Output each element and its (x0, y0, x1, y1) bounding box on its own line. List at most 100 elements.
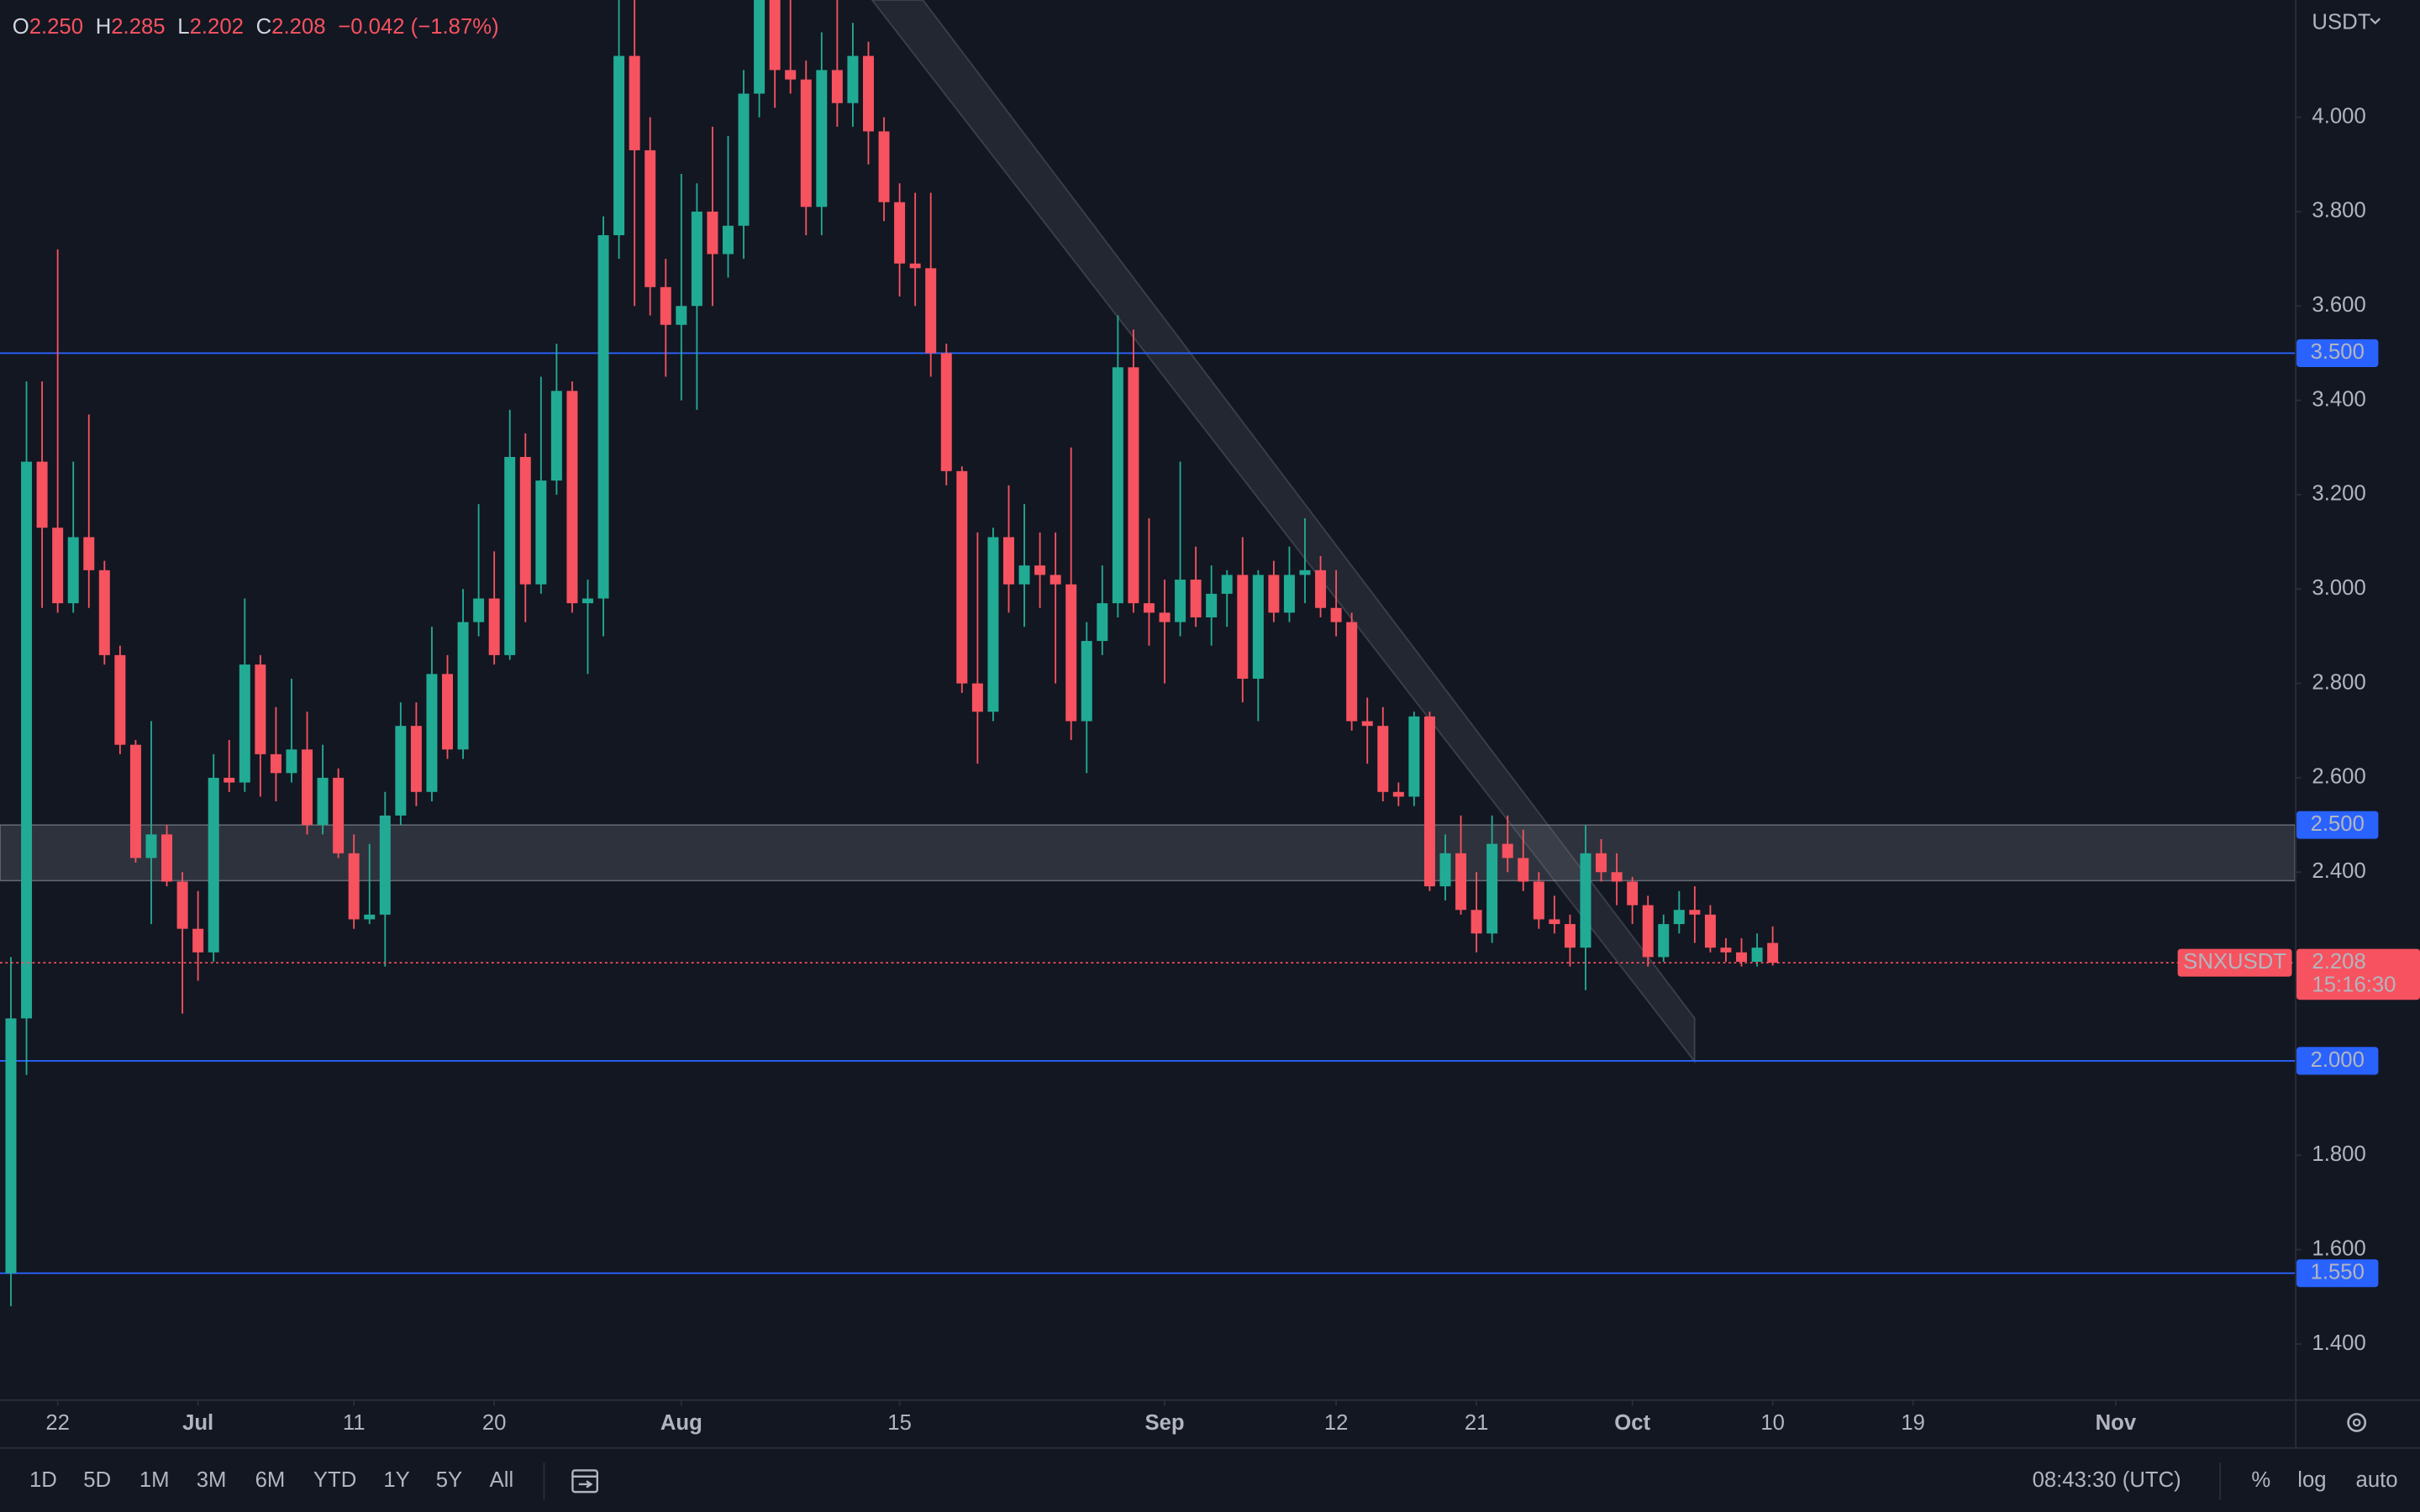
level-price-box (2296, 1047, 2379, 1075)
candle-body (1002, 537, 1014, 585)
candle-body (1486, 843, 1498, 934)
candle-body (676, 306, 687, 325)
last-price-label: 2.208 (2312, 950, 2365, 974)
level-price-label: 1.550 (2311, 1261, 2365, 1284)
y-tick-label: 3.400 (2312, 387, 2365, 411)
candle-body (98, 570, 110, 655)
settings-icon[interactable] (2347, 1413, 2367, 1432)
interval-button[interactable]: 6M (255, 1468, 286, 1492)
interval-button[interactable]: 5Y (436, 1468, 462, 1492)
legend-key: H (96, 15, 112, 39)
candle-body (224, 777, 235, 783)
x-tick-label: 11 (343, 1411, 366, 1435)
candle-body (348, 853, 360, 920)
y-tick-label: 1.400 (2312, 1331, 2365, 1355)
candle-body (550, 391, 562, 481)
x-tick-label: Jul (182, 1411, 213, 1435)
currency-label[interactable]: USDT (2312, 10, 2370, 34)
candle-body (1237, 575, 1249, 679)
interval-button[interactable]: 5D (83, 1468, 111, 1492)
candle-body (442, 674, 454, 750)
candle-body (302, 749, 313, 826)
legend-key: L (177, 15, 189, 39)
candle-body (5, 1018, 17, 1273)
legend-change: −0.042 (−1.87%) (338, 15, 498, 39)
candle-body (1564, 924, 1576, 948)
candle-body (176, 881, 188, 929)
candle-body (597, 235, 609, 599)
y-tick-label: 4.000 (2312, 104, 2365, 128)
candle-body (145, 834, 157, 858)
candle-body (364, 914, 376, 920)
interval-button[interactable]: 1D (29, 1468, 57, 1492)
candle-body (379, 815, 391, 915)
candle-body (426, 674, 438, 792)
candle-body (1470, 910, 1482, 934)
candle-body (1673, 910, 1685, 925)
ohlc-legend: O2.250 H2.285 L2.202 C2.208 −0.042 (−1.87%) (13, 15, 499, 39)
candle-body (1533, 881, 1544, 920)
candle-body (333, 777, 345, 853)
candle-body (1128, 367, 1139, 604)
candle-body (1596, 853, 1607, 873)
scale-option[interactable]: auto (2356, 1468, 2398, 1492)
candle-body (1081, 641, 1092, 722)
y-tick-label: 3.600 (2312, 293, 2365, 317)
currency-chevron[interactable] (2370, 18, 2381, 25)
candle-body (660, 286, 671, 325)
candle-body (1736, 952, 1748, 963)
y-tick-label: 2.400 (2312, 859, 2365, 883)
candle-body (1346, 622, 1358, 722)
candle-body (21, 461, 33, 1019)
candle-body (1190, 580, 1202, 617)
last-price-box (2296, 948, 2420, 1000)
candle-body (785, 70, 797, 80)
level-price-box (2296, 339, 2379, 367)
candle-body (629, 55, 640, 150)
candle-body (738, 93, 750, 226)
interval-button[interactable]: 3M (197, 1468, 227, 1492)
legend-value: 2.250 (29, 15, 83, 39)
legend-key: C (256, 15, 272, 39)
candle-body (1408, 716, 1420, 797)
candle-body (1050, 575, 1061, 585)
candle-body (1143, 603, 1155, 613)
symbol-label: SNXUSDT (2183, 950, 2286, 974)
y-tick-label: 3.200 (2312, 482, 2365, 506)
interval-button[interactable]: 1M (139, 1468, 170, 1492)
scale-option[interactable]: log (2297, 1468, 2326, 1492)
legend-key: O (13, 15, 29, 39)
interval-button[interactable]: YTD (313, 1468, 356, 1492)
candle-body (847, 55, 859, 103)
interval-button[interactable]: 1Y (383, 1468, 409, 1492)
scale-option[interactable]: % (2251, 1468, 2270, 1492)
candle-body (410, 726, 422, 792)
symbol-box (2177, 948, 2292, 977)
y-tick-label: 2.600 (2312, 765, 2365, 789)
candle-body (1423, 716, 1435, 887)
interval-button[interactable]: All (490, 1468, 514, 1492)
candle-body (1502, 843, 1513, 858)
candle-body (1689, 910, 1701, 915)
x-tick-label: 20 (482, 1411, 507, 1435)
legend-value: 2.208 (271, 15, 325, 39)
date-range-icon[interactable] (571, 1469, 599, 1494)
candle-body (473, 598, 485, 622)
clock[interactable]: 08:43:30 (UTC) (2033, 1468, 2181, 1492)
candle-body (504, 456, 516, 655)
y-tick-label: 3.800 (2312, 199, 2365, 223)
candle-body (1642, 905, 1654, 958)
candle-body (1361, 721, 1373, 727)
candle-body (192, 928, 204, 953)
candle-body (1377, 726, 1389, 792)
candle-body (129, 744, 141, 858)
y-tick-label: 1.600 (2312, 1236, 2365, 1260)
x-tick-label: 21 (1465, 1411, 1489, 1435)
x-tick-label: 10 (1760, 1411, 1785, 1435)
y-tick-label: 1.800 (2312, 1142, 2365, 1166)
candle-body (754, 0, 765, 94)
level-price-box (2296, 1259, 2379, 1288)
